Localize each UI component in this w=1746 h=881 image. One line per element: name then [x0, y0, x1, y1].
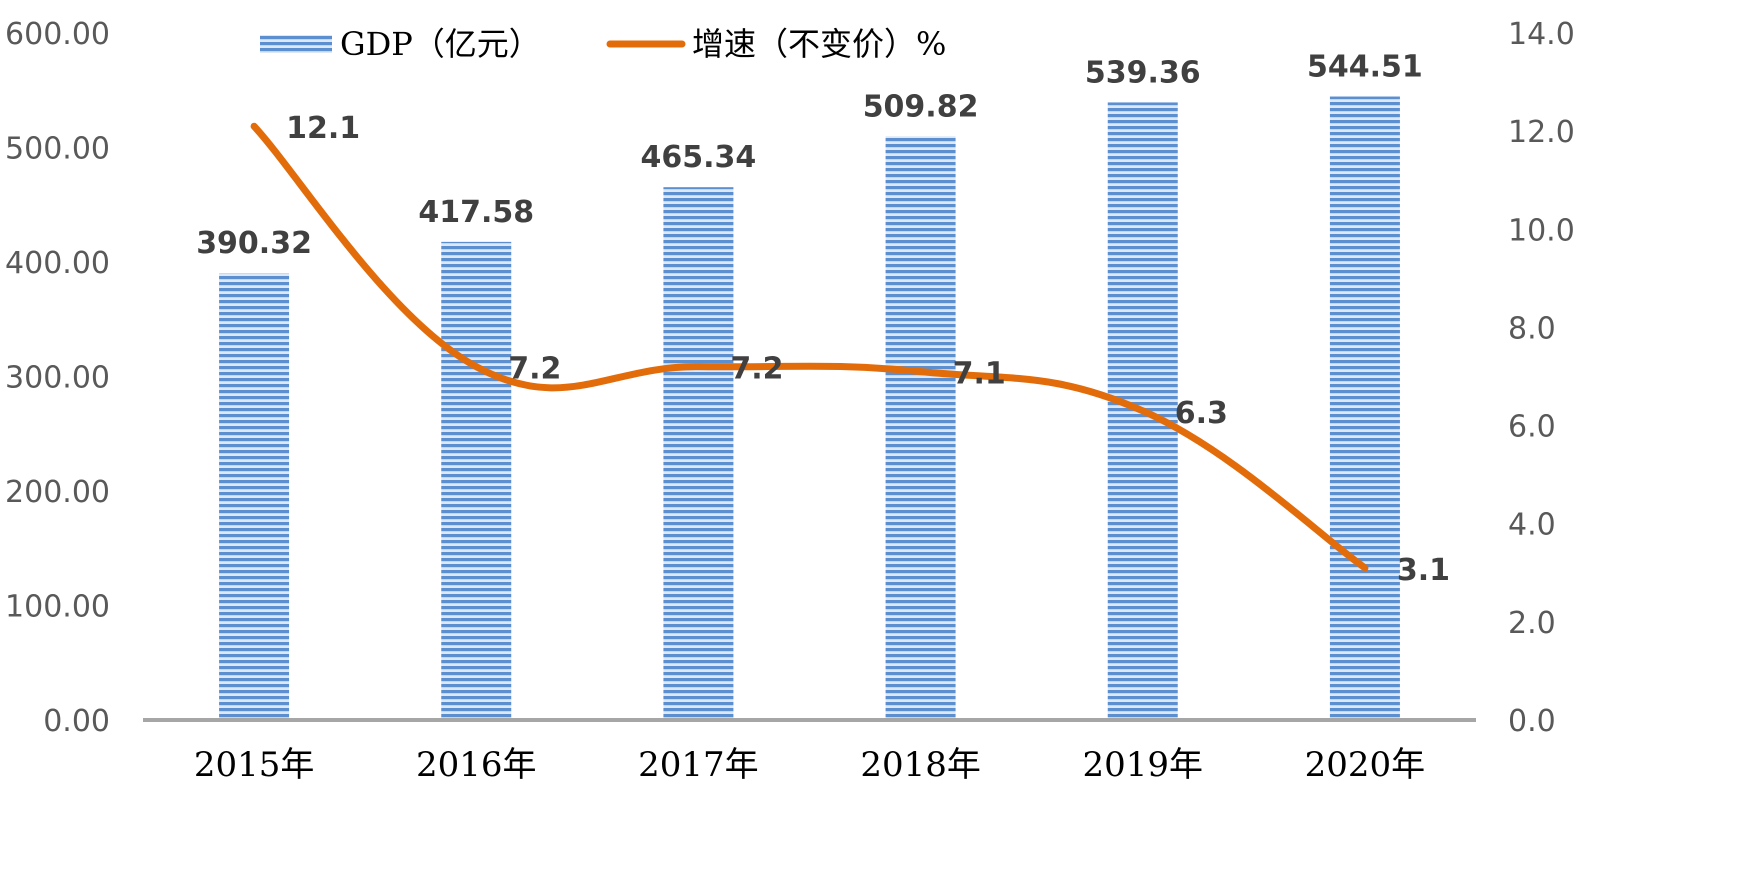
growth-point-2017 [697, 366, 699, 368]
left-tick-label: 0.00 [43, 704, 110, 739]
bar-value-label: 544.51 [1307, 50, 1423, 85]
bar-2020 [1329, 96, 1400, 720]
right-tick-label: 12.0 [1508, 115, 1575, 150]
bar-value-label: 417.58 [418, 195, 534, 230]
growth-point-2016 [475, 366, 477, 368]
x-tick-label: 2016年 [416, 745, 537, 785]
line-data-labels: 12.1 7.2 7.2 7.1 6.3 3.1 [286, 111, 1450, 588]
growth-line [250, 122, 1369, 572]
legend-bar-swatch [260, 35, 332, 53]
growth-point-2019 [1142, 410, 1144, 412]
right-tick-label: 4.0 [1508, 508, 1556, 543]
left-tick-label: 100.00 [5, 590, 110, 625]
left-tick-label: 400.00 [5, 246, 110, 281]
line-series [250, 122, 1369, 572]
left-tick-label: 600.00 [5, 17, 110, 52]
bar-value-label: 509.82 [863, 89, 979, 124]
left-tick-label: 300.00 [5, 361, 110, 396]
growth-point-2015 [253, 125, 255, 127]
right-axis-ticks: 0.0 2.0 4.0 6.0 8.0 10.0 12.0 14.0 [1508, 17, 1575, 739]
legend-bar-label: GDP（亿元） [340, 25, 541, 63]
left-axis-ticks: 0.00 100.00 200.00 300.00 400.00 500.00 600.00 [5, 17, 110, 739]
right-tick-label: 10.0 [1508, 213, 1575, 248]
bar-value-label: 465.34 [641, 140, 757, 175]
growth-point-2020 [1364, 567, 1366, 569]
x-tick-label: 2020年 [1305, 745, 1426, 785]
growth-value-label: 6.3 [1175, 396, 1228, 431]
left-tick-label: 500.00 [5, 132, 110, 167]
growth-value-label: 7.2 [730, 352, 783, 387]
x-tick-label: 2019年 [1082, 745, 1203, 785]
bar-2018 [885, 136, 956, 720]
right-tick-label: 6.0 [1508, 410, 1556, 445]
growth-value-label: 12.1 [286, 111, 360, 146]
bar-2016 [441, 241, 512, 720]
legend: GDP（亿元） 增速（不变价）% [260, 25, 946, 63]
bar-2017 [663, 187, 734, 721]
bar-value-label: 390.32 [196, 226, 312, 261]
x-axis-ticks: 2015年 2016年 2017年 2018年 2019年 2020年 [194, 745, 1425, 785]
x-tick-label: 2018年 [860, 745, 981, 785]
growth-point-2018 [920, 371, 922, 373]
x-tick-label: 2015年 [194, 745, 315, 785]
x-tick-label: 2017年 [638, 745, 759, 785]
legend-line-label: 增速（不变价）% [692, 25, 946, 63]
left-tick-label: 200.00 [5, 475, 110, 510]
bar-value-label: 539.36 [1085, 55, 1201, 90]
growth-value-label: 7.1 [953, 357, 1006, 392]
right-tick-label: 0.0 [1508, 704, 1556, 739]
bar-2015 [219, 273, 290, 720]
bar-data-labels: 390.32 417.58 465.34 509.82 539.36 544.51 [196, 50, 1423, 262]
right-tick-label: 8.0 [1508, 311, 1556, 346]
growth-value-label: 3.1 [1397, 553, 1450, 588]
growth-value-label: 7.2 [508, 352, 561, 387]
right-tick-label: 2.0 [1508, 606, 1556, 641]
right-tick-label: 14.0 [1508, 17, 1575, 52]
